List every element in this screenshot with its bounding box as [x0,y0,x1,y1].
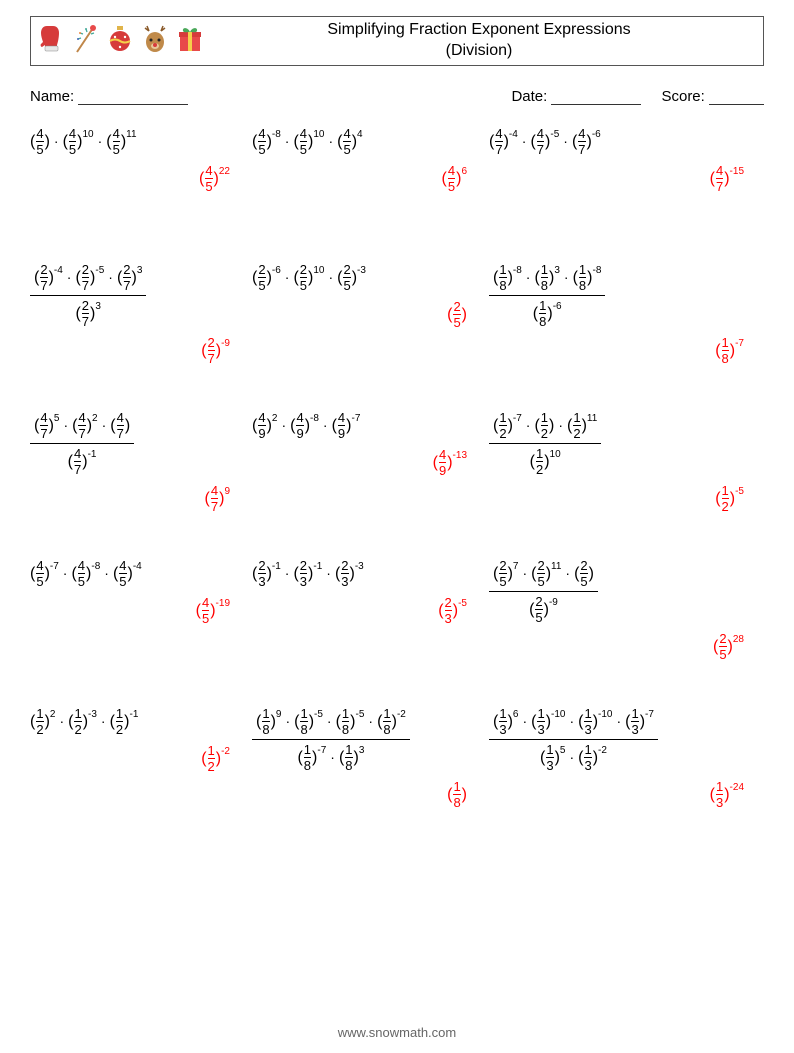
answer: (27)-9 [30,336,230,365]
expression: (12)2·(12)-3·(12)-1 [30,707,230,736]
answer: (45)6 [252,164,467,193]
problem: (45)-7·(45)-8·(45)-4 (45)-19 [30,559,230,661]
date-blank[interactable] [551,91,641,105]
problem: (49)2·(49)-8·(49)-7 (49)-13 [252,411,467,513]
answer: (45)22 [30,164,230,193]
expression: (13)6·(13)-10·(13)-10·(13)-7(13)5·(13)-2 [489,707,744,772]
mitten-icon [39,24,65,59]
problem: (13)6·(13)-10·(13)-10·(13)-7(13)5·(13)-2… [489,707,744,809]
problem: (45)·(45)10·(45)11 (45)22 [30,127,230,217]
expression: (47)-4·(47)-5·(47)-6 [489,127,744,156]
score-blank[interactable] [709,91,764,105]
expression: (25)-6·(25)10·(25)-3 [252,263,467,292]
expression: (18)-8·(18)3·(18)-8(18)-6 [489,263,744,328]
answer: (23)-5 [252,596,467,625]
expression: (25)7·(25)11·(25)(25)-9 [489,559,744,624]
page-title: Simplifying Fraction Exponent Expression… [203,20,755,62]
title-line-2: (Division) [203,41,755,62]
title-line-1: Simplifying Fraction Exponent Expression… [203,20,755,41]
expression: (45)-8·(45)10·(45)4 [252,127,467,156]
answer: (45)-19 [30,596,230,625]
score-label: Score: [661,88,704,105]
expression: (27)-4·(27)-5·(27)3(27)3 [30,263,230,328]
date-label: Date: [511,88,547,105]
answer: (49)-13 [252,448,467,477]
expression: (23)-1·(23)-1·(23)-3 [252,559,467,588]
ornament-icon [107,24,133,59]
name-blank[interactable] [78,91,188,105]
name-label: Name: [30,88,74,105]
score-field: Score: [661,88,764,105]
answer: (47)9 [30,484,230,513]
problem: (27)-4·(27)-5·(27)3(27)3 (27)-9 [30,263,230,365]
footer-url: www.snowmath.com [0,1025,794,1040]
problem: (12)-7·(12)·(12)11(12)10 (12)-5 [489,411,744,513]
expression: (12)-7·(12)·(12)11(12)10 [489,411,744,476]
expression: (47)5·(47)2·(47)(47)-1 [30,411,230,476]
answer: (12)-5 [489,484,744,513]
reindeer-icon [141,24,169,59]
answer: (25) [252,300,467,329]
problem: (23)-1·(23)-1·(23)-3 (23)-5 [252,559,467,661]
meta-row: Name: Date: Score: [30,88,764,105]
problem: (18)9·(18)-5·(18)-5·(18)-2(18)-7·(18)3 (1… [252,707,467,809]
expression: (45)·(45)10·(45)11 [30,127,230,156]
header: Simplifying Fraction Exponent Expression… [30,16,764,66]
problems-grid: (45)·(45)10·(45)11 (45)22 (45)-8·(45)10·(4… [30,127,764,809]
problem: (25)-6·(25)10·(25)-3 (25) [252,263,467,365]
name-field: Name: [30,88,511,105]
answer: (18)-7 [489,336,744,365]
answer: (13)-24 [489,780,744,809]
firework-icon [73,24,99,59]
problem: (47)-4·(47)-5·(47)-6 (47)-15 [489,127,744,217]
answer: (25)28 [489,632,744,661]
answer: (12)-2 [30,744,230,773]
problem: (25)7·(25)11·(25)(25)-9 (25)28 [489,559,744,661]
worksheet-page: Simplifying Fraction Exponent Expression… [0,0,794,1053]
expression: (18)9·(18)-5·(18)-5·(18)-2(18)-7·(18)3 [252,707,467,772]
answer: (47)-15 [489,164,744,193]
gift-icon [177,24,203,59]
problem: (12)2·(12)-3·(12)-1 (12)-2 [30,707,230,809]
date-field: Date: [511,88,641,105]
problem: (47)5·(47)2·(47)(47)-1 (47)9 [30,411,230,513]
header-icons [39,24,203,59]
answer: (18) [252,780,467,809]
problem: (18)-8·(18)3·(18)-8(18)-6 (18)-7 [489,263,744,365]
problem: (45)-8·(45)10·(45)4 (45)6 [252,127,467,217]
expression: (45)-7·(45)-8·(45)-4 [30,559,230,588]
expression: (49)2·(49)-8·(49)-7 [252,411,467,440]
